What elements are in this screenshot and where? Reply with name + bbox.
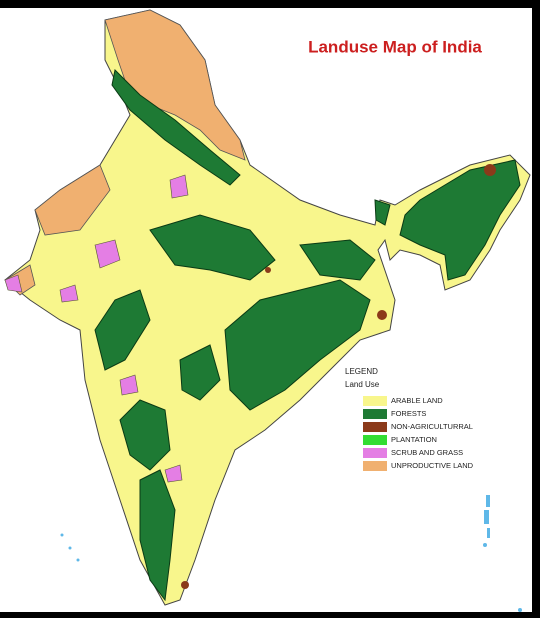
legend-label: PLANTATION (391, 435, 437, 444)
legend-subheading: Land Use (345, 380, 380, 389)
scrub-patch (4, 274, 23, 293)
legend-swatch (363, 396, 387, 406)
legend-label: NON-AGRICULTURRAL (391, 422, 473, 431)
scrub-patches (59, 174, 189, 483)
legend-label: UNPRODUCTIVE LAND (391, 461, 474, 470)
western-unproductive (34, 164, 111, 236)
legend-label: ARABLE LAND (391, 396, 443, 405)
legend-heading: LEGEND (345, 367, 378, 376)
legend-swatch (363, 422, 387, 432)
legend-swatch (363, 435, 387, 445)
legend-swatch (363, 448, 387, 458)
legend-label: SCRUB AND GRASS (391, 448, 463, 457)
india-map (4, 9, 531, 612)
legend: ARABLE LAND FORESTS NON-AGRICULTURRAL PLANT… (363, 396, 474, 471)
non-agricultural-patches (181, 164, 496, 589)
forest-patches (94, 68, 521, 602)
islands (60, 495, 522, 612)
legend-label: FORESTS (391, 409, 426, 418)
legend-swatch (363, 409, 387, 419)
legend-swatch (363, 461, 387, 471)
map-title: Landuse Map of India (308, 37, 482, 56)
